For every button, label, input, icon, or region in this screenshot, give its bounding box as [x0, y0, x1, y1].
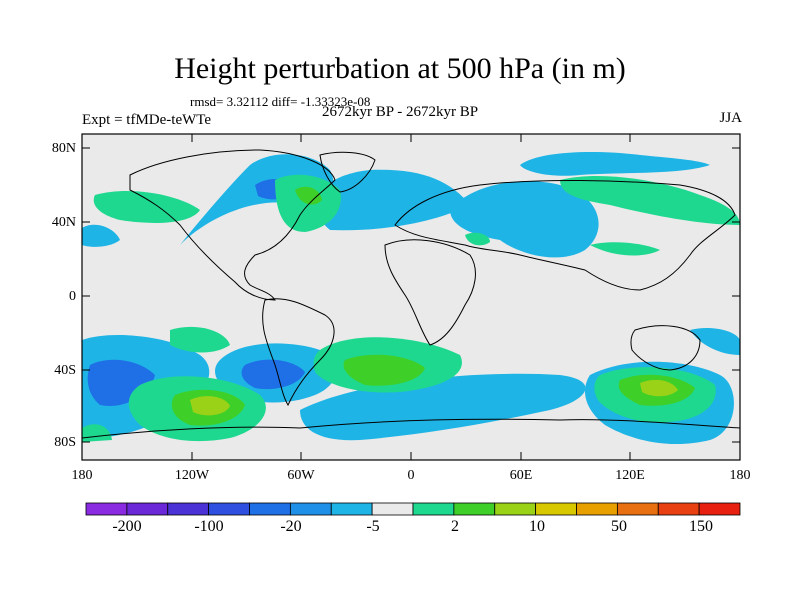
contour-cyan [520, 152, 710, 176]
colorbar-box [535, 502, 577, 516]
lon-label-60e: 60E [509, 468, 533, 483]
lon-label-120w: 120W [174, 468, 210, 483]
lat-label-80s: 80S [54, 435, 76, 450]
contour-yellow [190, 396, 230, 416]
positive-anomaly-regions [82, 174, 740, 442]
coast-north-america [129, 149, 336, 301]
lon-label-180e: 180 [729, 468, 751, 483]
colorbar-label: 10 [529, 518, 545, 535]
colorbar-box [657, 502, 700, 516]
lat-label-80n: 80N [51, 141, 76, 156]
colorbar-box [126, 502, 169, 516]
rmsd-stats: rmsd= 3.32112 diff= -1.33323e-08 [190, 94, 371, 109]
colorbar-box [616, 502, 659, 516]
colorbar-box [494, 502, 537, 516]
lon-label-120e: 120E [615, 468, 645, 483]
coast-antarctica [81, 418, 741, 439]
lat-label-0: 0 [69, 289, 76, 304]
period-label: 2672kyr BP - 2672kyr BP [322, 104, 479, 120]
colorbar-box [208, 502, 250, 516]
contour-lime [295, 186, 322, 205]
contour-green [560, 175, 740, 225]
map-title: Height perturbation at 500 hPa (in m) [174, 52, 626, 85]
colorbar [85, 502, 741, 516]
colorbar-box [371, 502, 414, 516]
colorbar-box [576, 502, 618, 516]
lat-ticks [82, 147, 740, 443]
colorbar-box [249, 502, 291, 516]
colorbar-box [698, 502, 741, 516]
contour-green [590, 242, 660, 256]
colorbar-box [330, 502, 373, 516]
colorbar-label: 150 [689, 518, 713, 535]
season-label: JJA [719, 110, 742, 126]
contour-cyan [690, 328, 740, 355]
colorbar-label: -5 [366, 518, 380, 535]
lat-label-40s: 40S [54, 363, 76, 378]
experiment-label: Expt = tfMDe-teWTe [82, 112, 212, 128]
coastlines [81, 149, 741, 439]
colorbar-label: -100 [194, 518, 224, 535]
contour-yellow [640, 379, 678, 397]
lon-label-180w: 180 [71, 468, 93, 483]
colorbar-label: 50 [611, 518, 627, 535]
contour-green [93, 190, 200, 223]
contour-cyan [82, 224, 120, 247]
colorbar-box [453, 502, 496, 516]
coast-africa [384, 239, 476, 346]
lon-ticks [81, 134, 741, 460]
contour-blue [241, 359, 305, 390]
colorbar-box [289, 502, 332, 516]
contour-cyan [315, 169, 470, 231]
lon-label-0: 0 [407, 468, 415, 483]
contour-green [465, 232, 490, 246]
colorbar-label: -20 [280, 518, 302, 535]
contour-lime [343, 354, 425, 386]
coast-australia [630, 325, 701, 371]
lat-label-40n: 40N [51, 215, 76, 230]
coast-greenland [319, 151, 376, 193]
colorbar-box [167, 502, 210, 516]
coast-eurasia [394, 179, 736, 291]
colorbar-label: -200 [112, 518, 142, 535]
colorbar-box [85, 502, 128, 516]
lon-label-60w: 60W [287, 468, 315, 483]
contour-green [170, 326, 230, 353]
contour-cyan [450, 181, 599, 258]
coast-south-america [262, 298, 335, 407]
colorbar-box [412, 502, 455, 516]
colorbar-label: 2 [451, 518, 459, 535]
